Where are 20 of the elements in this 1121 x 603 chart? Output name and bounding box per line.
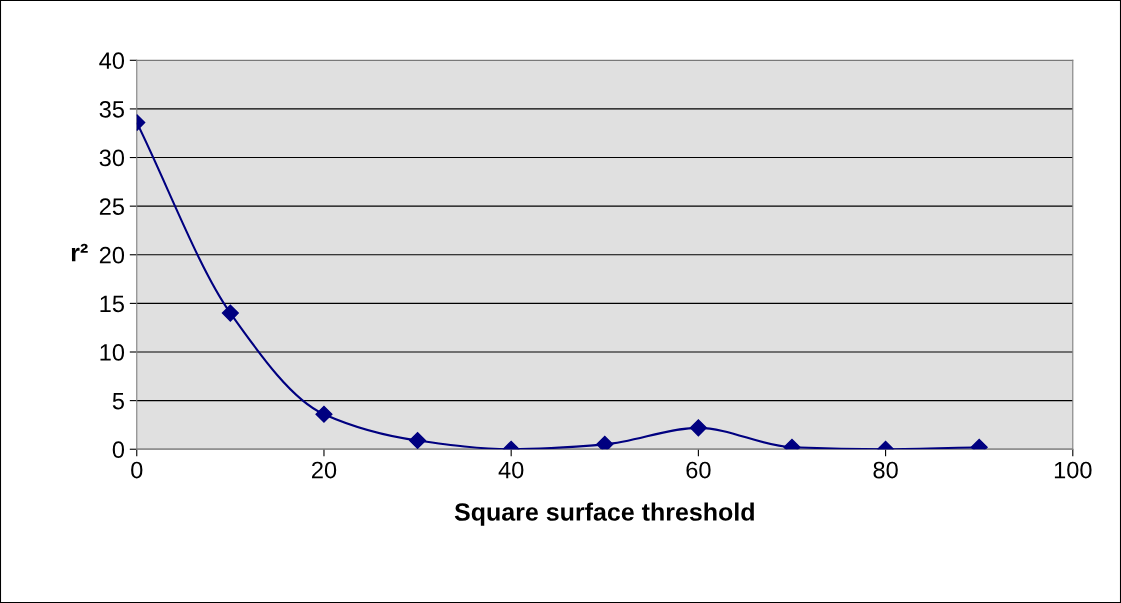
y-tick-label: 15	[100, 295, 124, 313]
y-tick-label: 40	[99, 52, 125, 70]
x-tick-label: 100	[1054, 461, 1092, 479]
point	[221, 304, 239, 322]
x-axis-title: Square surface threshold	[454, 502, 754, 526]
x-tick-label: 60	[686, 461, 711, 479]
y-tick-label: 30	[99, 149, 125, 167]
x-tick-label: 80	[873, 461, 898, 479]
y-tick-label: 25	[99, 198, 124, 215]
point	[315, 405, 333, 423]
y-axis-title: r²	[71, 243, 88, 262]
y-tick-label: 35	[99, 100, 124, 118]
x-tick-label: 0	[131, 461, 143, 479]
point	[596, 435, 614, 450]
x-tick-label: 40	[498, 461, 524, 479]
y-tick-label: 0	[112, 441, 125, 459]
y-tick-label: 10	[100, 344, 125, 361]
y-tick-label: 20	[99, 246, 125, 264]
y-tick-label: 5	[112, 392, 124, 410]
x-tick-label: 20	[312, 461, 337, 479]
